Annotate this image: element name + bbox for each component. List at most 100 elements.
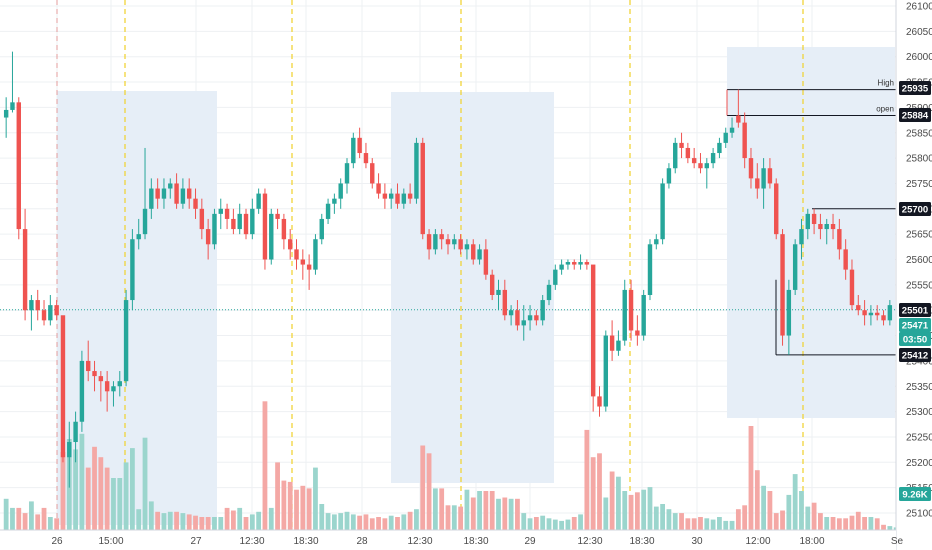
volume-bar bbox=[773, 513, 779, 530]
candle bbox=[205, 218, 211, 260]
candle bbox=[325, 198, 331, 225]
volume-bar bbox=[432, 488, 438, 530]
volume-bar bbox=[218, 517, 224, 530]
candle bbox=[628, 279, 634, 341]
candle bbox=[351, 132, 356, 169]
volume-bar bbox=[868, 517, 874, 530]
volume-bar bbox=[54, 518, 60, 530]
volume-bar bbox=[205, 517, 211, 530]
candle bbox=[376, 173, 381, 199]
time-axis[interactable]: 26 15:00 27 12:30 18:30 28 12:30 18:30 29 12:30 18… bbox=[0, 529, 904, 550]
candle bbox=[691, 147, 697, 169]
volume-bar bbox=[546, 518, 552, 530]
candle bbox=[269, 208, 274, 265]
candle bbox=[237, 203, 242, 235]
candle bbox=[887, 300, 893, 326]
candle bbox=[98, 371, 104, 402]
volume-bar bbox=[653, 506, 659, 530]
volume-bar bbox=[98, 457, 104, 530]
volume-bar bbox=[369, 518, 375, 530]
volume-bar bbox=[698, 517, 703, 530]
volume-bar bbox=[445, 505, 451, 530]
price-tag-label: 03:50 bbox=[903, 335, 927, 346]
volume-bar bbox=[313, 467, 318, 530]
candle bbox=[41, 300, 47, 326]
candle bbox=[60, 315, 66, 463]
volume-bar bbox=[735, 509, 741, 530]
volume-bar bbox=[571, 517, 577, 530]
candle bbox=[243, 208, 249, 240]
volume-bar bbox=[792, 474, 798, 530]
volume-bar bbox=[3, 498, 9, 530]
volume-bar bbox=[224, 507, 230, 530]
candle bbox=[546, 279, 552, 306]
candle bbox=[710, 147, 716, 169]
candle bbox=[489, 269, 495, 301]
volume-bar bbox=[590, 457, 596, 530]
volume-bar bbox=[414, 509, 419, 530]
y-tick-label: 25600 bbox=[906, 255, 932, 266]
volume-bar bbox=[830, 517, 836, 530]
volume-bar bbox=[174, 511, 179, 530]
candle bbox=[224, 203, 230, 230]
volume-bar bbox=[136, 509, 142, 530]
volume-bar bbox=[647, 487, 653, 530]
volume-bar bbox=[603, 497, 609, 530]
volume-bar bbox=[799, 491, 804, 530]
volume-bar bbox=[704, 518, 710, 530]
y-tick-label: 25550 bbox=[906, 280, 932, 291]
candle bbox=[502, 279, 508, 321]
candle bbox=[483, 239, 489, 280]
volume-bar bbox=[767, 491, 773, 530]
candle bbox=[414, 137, 419, 204]
volume-bar bbox=[376, 517, 381, 530]
price-tag-label: 25501 bbox=[902, 306, 929, 317]
candle bbox=[559, 259, 564, 275]
candle bbox=[111, 381, 116, 407]
x-tick-label: 12:30 bbox=[577, 536, 602, 547]
candle bbox=[306, 254, 312, 290]
volume-bar bbox=[186, 514, 192, 530]
volume-bar bbox=[325, 513, 331, 530]
volume-bar bbox=[395, 517, 400, 530]
candle bbox=[212, 208, 217, 250]
y-tick-label: 25650 bbox=[906, 230, 932, 241]
volume-bar bbox=[230, 510, 236, 530]
volume-bar bbox=[420, 445, 426, 530]
volume-bar bbox=[874, 518, 880, 530]
x-tick-label: 27 bbox=[190, 536, 202, 547]
volume-bar bbox=[805, 506, 811, 530]
session-bands bbox=[57, 47, 895, 525]
y-tick-label: 25800 bbox=[906, 154, 932, 165]
volume-bar bbox=[388, 515, 394, 530]
session-band bbox=[727, 47, 895, 418]
candle bbox=[344, 158, 350, 194]
y-tick-label: 26050 bbox=[906, 27, 932, 38]
volume-bar bbox=[515, 498, 520, 530]
volume-bar bbox=[344, 511, 350, 530]
candle bbox=[862, 300, 867, 326]
volume-bar bbox=[357, 515, 363, 530]
candle bbox=[433, 229, 438, 255]
volume-bar bbox=[672, 513, 678, 530]
volume-bar bbox=[338, 513, 344, 530]
candle bbox=[388, 188, 394, 209]
volume-bar bbox=[10, 507, 15, 530]
candle bbox=[578, 254, 583, 270]
candle bbox=[609, 320, 615, 361]
volume-bar bbox=[111, 478, 116, 530]
candle bbox=[774, 178, 779, 240]
volume-bar bbox=[710, 519, 716, 530]
volume-bar bbox=[660, 504, 666, 530]
price-tag: 9.26K bbox=[899, 487, 931, 501]
candle bbox=[597, 386, 602, 417]
candle bbox=[534, 310, 539, 326]
volume-bar bbox=[256, 511, 262, 530]
volume-bar bbox=[748, 426, 754, 530]
candle bbox=[29, 294, 34, 331]
volume-bar bbox=[729, 520, 735, 530]
candle bbox=[811, 208, 817, 235]
candle bbox=[635, 315, 640, 346]
candle bbox=[407, 183, 413, 204]
candle bbox=[186, 178, 192, 209]
